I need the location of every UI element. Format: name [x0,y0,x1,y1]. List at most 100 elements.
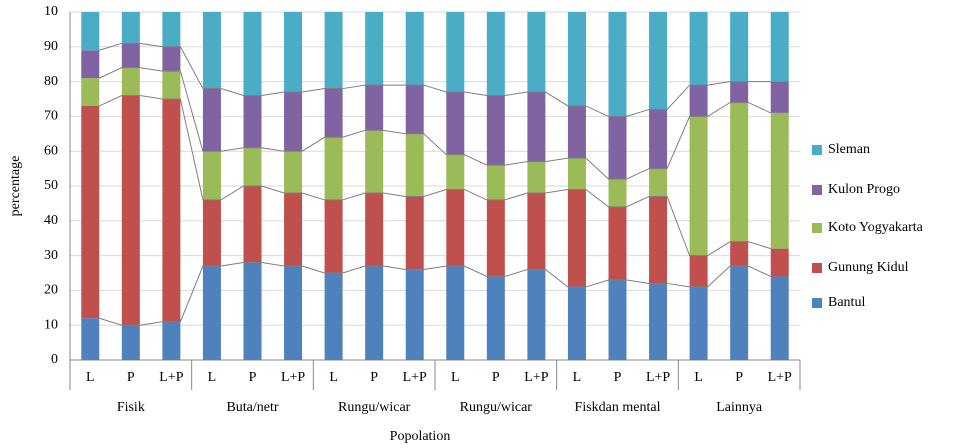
bar-segment [649,283,668,360]
group-label: Lainnya [716,400,763,415]
bar-segment [121,12,140,44]
y-tick-label: 60 [44,143,58,158]
legend-swatch [812,223,822,233]
legend-label: Kulon Progo [828,182,900,197]
bar-segment [649,109,668,169]
x-tick-label: L [694,370,703,385]
bar-segment [365,85,384,131]
bar-segment [486,95,505,166]
bar-segment [284,151,303,193]
x-tick-label: L [451,370,460,385]
bar-segment [405,12,424,86]
bar-segment [730,102,749,242]
bar-segment [81,12,100,51]
connector-line [99,67,771,180]
bar-segment [567,286,586,360]
bar-segment [243,95,262,148]
bar-segment [770,112,789,249]
bar-segment [365,266,384,360]
connector-line [99,42,771,117]
bar-segment [202,88,221,152]
bar-segment [567,12,586,106]
bar-segment [608,179,627,207]
connector-line [99,262,771,326]
bar-segment [689,286,708,360]
bar-segment [284,92,303,152]
x-tick-label: L [329,370,338,385]
bar-segment [608,12,627,117]
bar-segment [121,95,140,326]
bar-segment [162,321,181,360]
legend-label: Sleman [828,142,870,157]
group-label: Rungu/wicar [338,400,411,415]
legend-swatch [812,298,822,308]
bar-segment [770,248,789,277]
y-tick-label: 10 [44,317,58,332]
group-label: Rungu/wicar [460,400,533,415]
bar-segment [202,12,221,89]
bar-segment [365,130,384,193]
bar-segment [405,85,424,134]
bar-segment [162,71,181,99]
bar-segment [608,279,627,360]
x-tick-label: L+P [281,370,305,385]
bar-segment [121,67,140,96]
bar-segment [81,105,100,319]
bar-segment [202,266,221,360]
group-label: Fiskdan mental [575,400,661,415]
bar-segment [567,158,586,190]
bar-segment [121,43,140,68]
y-tick-label: 80 [44,74,58,89]
y-tick-label: 40 [44,213,58,228]
bar-segment [243,186,262,263]
y-axis-title: percentage [8,156,23,217]
x-tick-label: P [249,370,257,385]
x-tick-label: P [614,370,622,385]
bar-segment [324,199,343,273]
bar-segment [689,85,708,117]
bar-segment [365,192,384,267]
bar-segment [527,12,546,93]
bar-segment [284,12,303,93]
bar-segment [486,199,505,277]
bar-segment [243,12,262,96]
bar-segment [446,92,465,155]
bar-segment [649,168,668,197]
x-tick-label: L [573,370,582,385]
group-label: Buta/netr [226,400,278,415]
bar-segment [405,269,424,360]
bar-segment [567,189,586,287]
bar-segment [284,266,303,360]
bar-segment [770,12,789,82]
bar-segment [202,199,221,267]
x-tick-label: L+P [768,370,792,385]
y-tick-label: 0 [51,352,58,367]
bar-segment [486,165,505,200]
bar-segment [649,196,668,284]
bar-segment [689,255,708,287]
bar-segment [730,266,749,360]
bar-segment [324,12,343,89]
bar-segment [486,12,505,96]
y-tick-label: 50 [44,178,58,193]
x-tick-label: L+P [159,370,183,385]
connector-line [99,95,771,257]
x-tick-label: P [735,370,743,385]
bar-segment [162,12,181,47]
bar-segment [527,192,546,270]
bar-segment [770,276,789,360]
bar-segment [446,12,465,93]
bar-segment [446,266,465,360]
bar-segment [527,92,546,162]
x-tick-label: L [86,370,95,385]
y-tick-label: 10 [44,4,58,19]
bar-segment [405,133,424,197]
bar-segment [446,189,465,267]
bar-segment [608,116,627,180]
bar-segment [162,99,181,322]
bar-segment [567,105,586,159]
x-tick-label: P [492,370,500,385]
y-tick-label: 20 [44,283,58,298]
bar-segment [730,81,749,103]
